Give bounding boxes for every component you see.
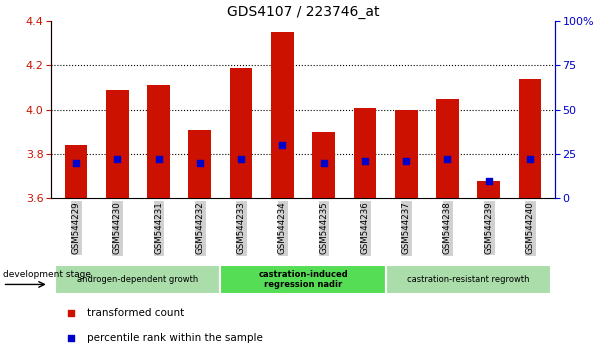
- Point: [443, 156, 452, 162]
- Text: GSM544237: GSM544237: [402, 201, 411, 254]
- Text: GSM544240: GSM544240: [525, 201, 534, 254]
- Bar: [230, 68, 253, 198]
- Point: [484, 178, 493, 183]
- Text: development stage: development stage: [2, 270, 90, 279]
- Text: transformed count: transformed count: [86, 308, 184, 318]
- FancyBboxPatch shape: [221, 266, 385, 294]
- Bar: [312, 132, 335, 198]
- Point: [481, 179, 491, 184]
- Point: [319, 160, 329, 166]
- Text: castration-resistant regrowth: castration-resistant regrowth: [407, 275, 529, 284]
- Text: androgen-dependent growth: androgen-dependent growth: [77, 275, 198, 284]
- Bar: [478, 181, 500, 198]
- Point: [360, 158, 370, 164]
- Text: GSM544236: GSM544236: [361, 201, 370, 254]
- Text: GSM544238: GSM544238: [443, 201, 452, 254]
- Text: GSM544234: GSM544234: [278, 201, 287, 254]
- Text: GSM544239: GSM544239: [484, 201, 493, 254]
- Bar: [436, 99, 459, 198]
- Point: [113, 156, 122, 162]
- Text: percentile rank within the sample: percentile rank within the sample: [86, 333, 262, 343]
- Bar: [147, 85, 170, 198]
- Text: GSM544231: GSM544231: [154, 201, 163, 254]
- Point: [236, 156, 246, 162]
- Point: [195, 160, 204, 166]
- Text: GSM544232: GSM544232: [195, 201, 204, 254]
- Point: [525, 156, 535, 162]
- Text: GSM544229: GSM544229: [72, 201, 81, 254]
- FancyBboxPatch shape: [55, 266, 221, 294]
- Text: castration-induced
regression nadir: castration-induced regression nadir: [258, 270, 348, 289]
- Point: [277, 142, 287, 148]
- Bar: [189, 130, 211, 198]
- Bar: [395, 110, 417, 198]
- FancyBboxPatch shape: [385, 266, 551, 294]
- Point: [154, 156, 163, 162]
- Bar: [271, 32, 294, 198]
- Bar: [106, 90, 128, 198]
- Bar: [519, 79, 541, 198]
- Text: GSM544233: GSM544233: [236, 201, 245, 254]
- Point: [402, 158, 411, 164]
- Bar: [353, 108, 376, 198]
- Bar: [65, 145, 87, 198]
- Point: [71, 160, 81, 166]
- Text: GSM544230: GSM544230: [113, 201, 122, 254]
- Text: GSM544235: GSM544235: [319, 201, 328, 254]
- Title: GDS4107 / 223746_at: GDS4107 / 223746_at: [227, 5, 379, 19]
